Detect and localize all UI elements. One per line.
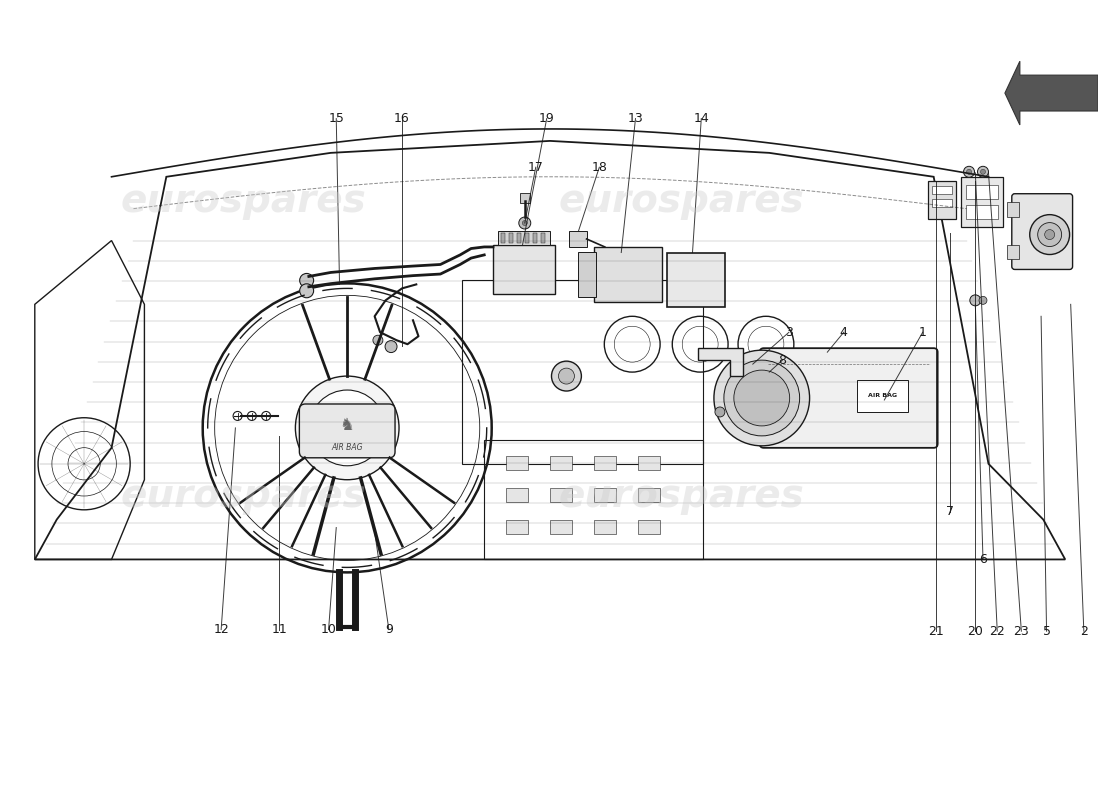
Circle shape <box>714 350 810 446</box>
Bar <box>493 245 554 294</box>
Text: AIR BAG: AIR BAG <box>868 393 898 398</box>
Bar <box>594 247 661 302</box>
Bar <box>550 456 572 470</box>
Bar <box>638 456 660 470</box>
Text: 14: 14 <box>693 112 710 125</box>
Bar <box>484 440 704 559</box>
Circle shape <box>964 166 975 178</box>
Text: eurospares: eurospares <box>559 477 804 514</box>
Text: eurospares: eurospares <box>559 182 804 220</box>
Text: 2: 2 <box>1080 625 1088 638</box>
Bar <box>525 233 529 242</box>
Text: 6: 6 <box>979 553 987 566</box>
Bar <box>638 488 660 502</box>
Circle shape <box>296 376 399 480</box>
Text: 5: 5 <box>1043 625 1050 638</box>
Circle shape <box>385 341 397 353</box>
Text: 13: 13 <box>628 112 643 125</box>
Bar <box>517 233 521 242</box>
Bar <box>500 233 505 242</box>
Circle shape <box>299 274 314 287</box>
Bar <box>668 253 725 307</box>
Circle shape <box>967 170 971 174</box>
Circle shape <box>1030 214 1069 254</box>
Bar <box>857 380 909 412</box>
Circle shape <box>248 411 256 421</box>
Bar <box>506 488 528 502</box>
Text: 17: 17 <box>528 161 543 174</box>
Circle shape <box>373 335 383 345</box>
Text: 16: 16 <box>394 112 410 125</box>
Text: 19: 19 <box>539 112 554 125</box>
Circle shape <box>299 284 314 298</box>
Bar <box>932 186 953 194</box>
Bar <box>638 519 660 534</box>
Text: 18: 18 <box>592 161 607 174</box>
Bar <box>550 519 572 534</box>
Text: 15: 15 <box>328 112 344 125</box>
Bar <box>498 230 550 245</box>
Circle shape <box>979 296 987 304</box>
Circle shape <box>715 407 725 417</box>
Bar <box>578 252 596 297</box>
Bar <box>506 456 528 470</box>
Text: eurospares: eurospares <box>120 477 366 514</box>
Text: 23: 23 <box>1013 625 1030 638</box>
Text: 9: 9 <box>385 623 393 636</box>
Bar <box>532 233 537 242</box>
Circle shape <box>734 370 790 426</box>
Circle shape <box>551 361 582 391</box>
Bar <box>961 177 1003 226</box>
Text: eurospares: eurospares <box>120 182 366 220</box>
Bar <box>462 281 704 464</box>
Circle shape <box>980 170 986 174</box>
Bar <box>966 205 998 218</box>
Circle shape <box>724 360 800 436</box>
Text: 7: 7 <box>946 505 954 518</box>
Text: 20: 20 <box>967 625 983 638</box>
Bar <box>541 233 544 242</box>
Circle shape <box>1037 222 1062 246</box>
Text: 22: 22 <box>989 625 1005 638</box>
Bar <box>550 488 572 502</box>
Bar <box>569 231 586 247</box>
FancyBboxPatch shape <box>299 404 395 458</box>
Text: 3: 3 <box>785 326 793 338</box>
Bar <box>1006 245 1019 259</box>
Text: AIR BAG: AIR BAG <box>331 443 363 452</box>
Text: 4: 4 <box>839 326 848 338</box>
Bar <box>594 456 616 470</box>
Bar <box>928 181 956 218</box>
Text: 1: 1 <box>918 326 926 338</box>
Polygon shape <box>698 348 742 376</box>
Bar <box>1006 202 1019 217</box>
Bar <box>966 185 998 198</box>
Circle shape <box>262 411 271 421</box>
FancyBboxPatch shape <box>1012 194 1072 270</box>
Text: 10: 10 <box>320 623 337 636</box>
Circle shape <box>309 390 385 466</box>
Circle shape <box>522 221 527 226</box>
Bar <box>520 193 530 203</box>
Text: ♞: ♞ <box>340 416 354 434</box>
Bar <box>594 519 616 534</box>
Circle shape <box>233 411 242 421</box>
Bar <box>506 519 528 534</box>
Circle shape <box>970 295 981 306</box>
Bar <box>594 488 616 502</box>
Circle shape <box>978 166 989 178</box>
Polygon shape <box>1005 61 1098 125</box>
FancyBboxPatch shape <box>760 348 937 448</box>
Text: 8: 8 <box>779 354 786 366</box>
Text: 21: 21 <box>928 625 944 638</box>
Circle shape <box>1045 230 1055 239</box>
Circle shape <box>559 368 574 384</box>
Text: 12: 12 <box>213 623 229 636</box>
Text: 11: 11 <box>272 623 287 636</box>
Bar <box>509 233 513 242</box>
Circle shape <box>519 217 531 229</box>
Bar <box>932 198 953 206</box>
